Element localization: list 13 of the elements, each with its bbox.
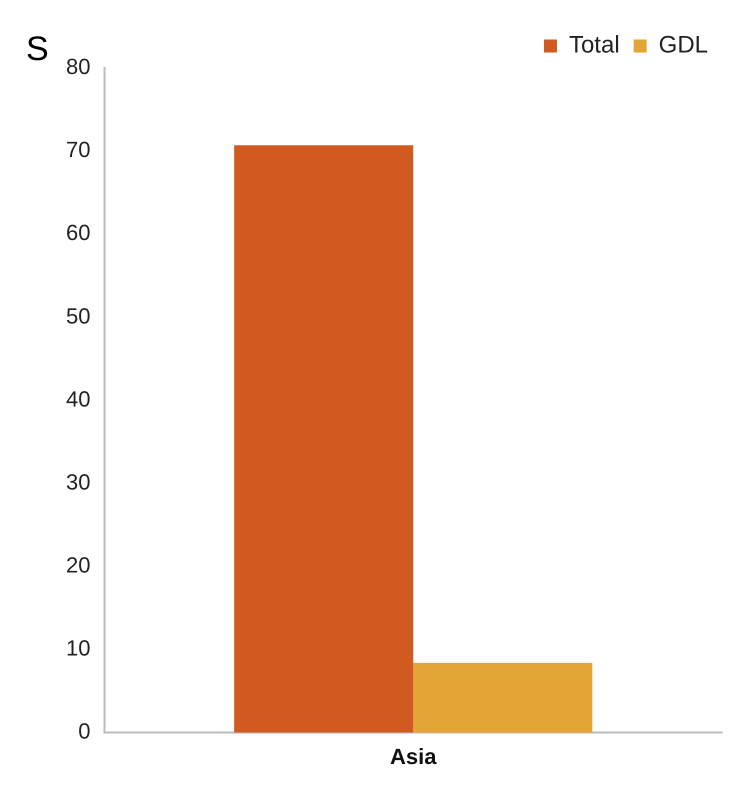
y-tick-label: 30 (66, 469, 90, 494)
y-tick-label: 80 (66, 54, 90, 80)
y-tick-label: 0 (78, 718, 90, 744)
y-tick-label: 40 (66, 386, 90, 412)
legend-label: Total (568, 32, 620, 59)
text: S (26, 30, 49, 69)
y-tick-label: 20 (66, 552, 90, 578)
y-tick-label: 60 (66, 220, 90, 246)
legend-label: GDL (658, 32, 708, 59)
y-tick-label: 10 (66, 636, 90, 661)
y-tick-label: 50 (66, 303, 90, 328)
x-tick-label: Asia (390, 744, 438, 769)
y-tick-label: 70 (66, 137, 90, 162)
